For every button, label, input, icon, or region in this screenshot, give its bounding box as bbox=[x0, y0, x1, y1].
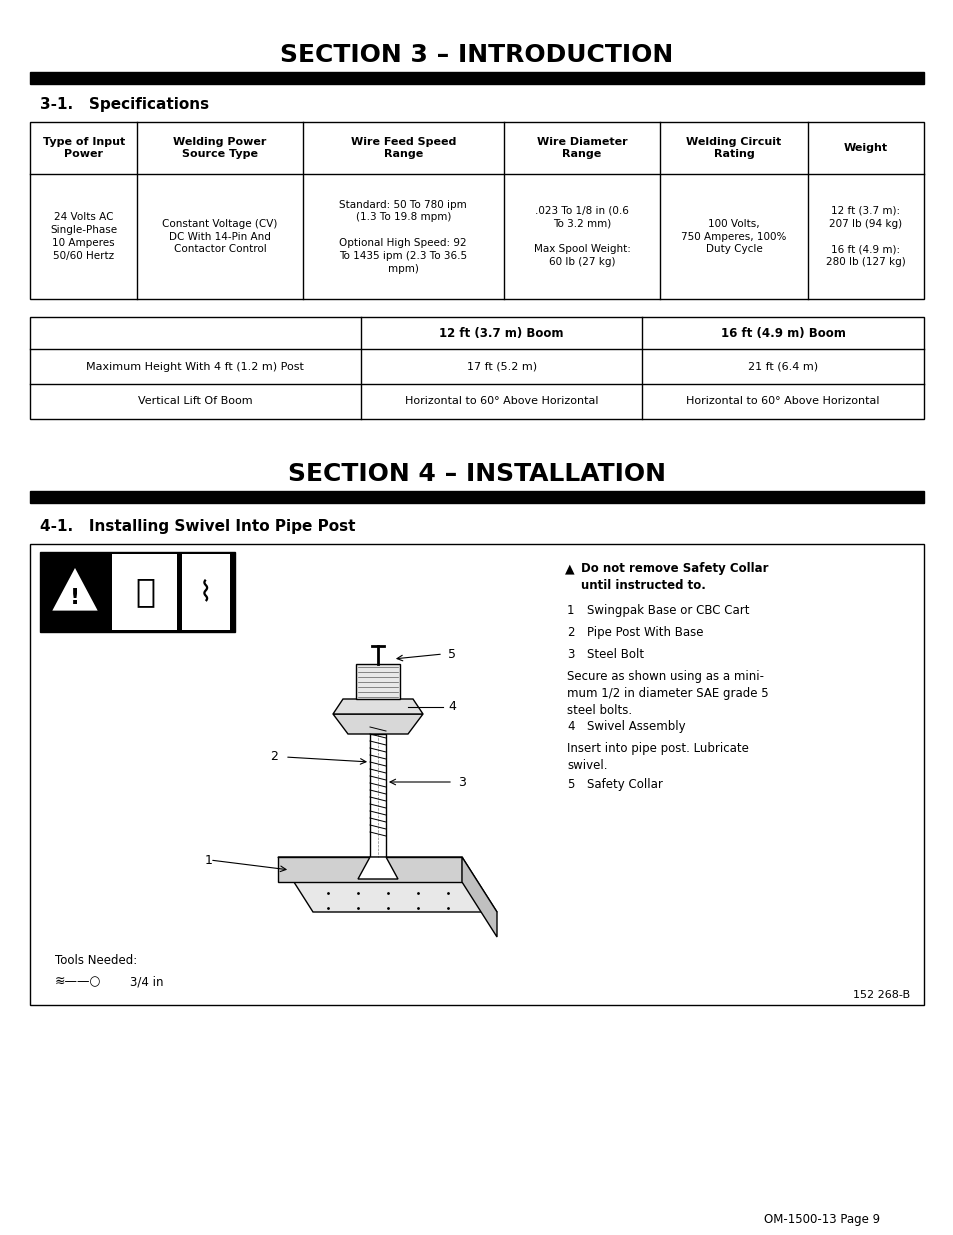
Text: Wire Feed Speed
Range: Wire Feed Speed Range bbox=[350, 137, 456, 159]
Text: Welding Power
Source Type: Welding Power Source Type bbox=[173, 137, 267, 159]
Text: 4-1.   Installing Swivel Into Pipe Post: 4-1. Installing Swivel Into Pipe Post bbox=[40, 519, 355, 534]
Text: 152 268-B: 152 268-B bbox=[852, 990, 909, 1000]
Text: 17 ft (5.2 m): 17 ft (5.2 m) bbox=[466, 362, 537, 372]
Text: ⌇: ⌇ bbox=[199, 578, 213, 606]
Text: Welding Circuit
Rating: Welding Circuit Rating bbox=[685, 137, 781, 159]
Polygon shape bbox=[333, 714, 422, 734]
Polygon shape bbox=[355, 664, 399, 699]
Text: ▲: ▲ bbox=[564, 562, 574, 576]
Text: 3: 3 bbox=[457, 776, 465, 788]
Text: Wire Diameter
Range: Wire Diameter Range bbox=[537, 137, 627, 159]
Text: Horizontal to 60° Above Horizontal: Horizontal to 60° Above Horizontal bbox=[686, 396, 879, 406]
Bar bbox=[30, 122, 923, 299]
Text: ⚹: ⚹ bbox=[135, 576, 154, 609]
Text: Tools Needed:: Tools Needed: bbox=[55, 953, 137, 967]
Text: 2: 2 bbox=[270, 751, 277, 763]
Bar bbox=[30, 543, 923, 1005]
Text: 21 ft (6.4 m): 21 ft (6.4 m) bbox=[747, 362, 818, 372]
Text: Standard: 50 To 780 ipm
(1.3 To 19.8 mpm)

Optional High Speed: 92
To 1435 ipm (: Standard: 50 To 780 ipm (1.3 To 19.8 mpm… bbox=[339, 200, 467, 273]
Bar bbox=[182, 555, 230, 630]
Text: 5: 5 bbox=[566, 778, 574, 790]
Text: 3-1.   Specifications: 3-1. Specifications bbox=[40, 98, 209, 112]
Text: Maximum Height With 4 ft (1.2 m) Post: Maximum Height With 4 ft (1.2 m) Post bbox=[87, 362, 304, 372]
Text: 4: 4 bbox=[566, 720, 574, 734]
Text: Insert into pipe post. Lubricate
swivel.: Insert into pipe post. Lubricate swivel. bbox=[566, 742, 748, 772]
Polygon shape bbox=[50, 564, 100, 613]
Text: SECTION 3 – INTRODUCTION: SECTION 3 – INTRODUCTION bbox=[280, 43, 673, 67]
Text: 100 Volts,
750 Amperes, 100%
Duty Cycle: 100 Volts, 750 Amperes, 100% Duty Cycle bbox=[680, 219, 786, 254]
Bar bbox=[30, 492, 923, 503]
Bar bbox=[112, 555, 177, 630]
Bar bbox=[30, 317, 923, 419]
Text: Vertical Lift Of Boom: Vertical Lift Of Boom bbox=[138, 396, 253, 406]
Text: 3/4 in: 3/4 in bbox=[130, 976, 163, 988]
Text: Constant Voltage (CV)
DC With 14-Pin And
Contactor Control: Constant Voltage (CV) DC With 14-Pin And… bbox=[162, 219, 277, 254]
Text: Swingpak Base or CBC Cart: Swingpak Base or CBC Cart bbox=[586, 604, 749, 618]
Text: 5: 5 bbox=[448, 647, 456, 661]
Polygon shape bbox=[277, 857, 497, 911]
Circle shape bbox=[373, 714, 382, 724]
Bar bbox=[30, 72, 923, 84]
Text: 12 ft (3.7 m) Boom: 12 ft (3.7 m) Boom bbox=[439, 326, 563, 340]
Text: 24 Volts AC
Single-Phase
10 Amperes
50/60 Hertz: 24 Volts AC Single-Phase 10 Amperes 50/6… bbox=[50, 212, 117, 261]
Text: 4: 4 bbox=[448, 700, 456, 714]
Polygon shape bbox=[357, 857, 397, 879]
Text: 1: 1 bbox=[205, 853, 213, 867]
Bar bbox=[370, 734, 386, 857]
Text: 3: 3 bbox=[566, 648, 574, 661]
Text: 1: 1 bbox=[566, 604, 574, 618]
Text: 16 ft (4.9 m) Boom: 16 ft (4.9 m) Boom bbox=[720, 326, 844, 340]
Text: Do not remove Safety Collar
until instructed to.: Do not remove Safety Collar until instru… bbox=[580, 562, 768, 592]
Polygon shape bbox=[277, 857, 461, 882]
Text: SECTION 4 – INSTALLATION: SECTION 4 – INSTALLATION bbox=[288, 462, 665, 487]
Text: Weight: Weight bbox=[843, 143, 887, 153]
Text: OM-1500-13 Page 9: OM-1500-13 Page 9 bbox=[763, 1214, 879, 1226]
Text: Steel Bolt: Steel Bolt bbox=[586, 648, 643, 661]
Text: Horizontal to 60° Above Horizontal: Horizontal to 60° Above Horizontal bbox=[404, 396, 598, 406]
Text: Secure as shown using as a mini-
mum 1/2 in diameter SAE grade 5
steel bolts.: Secure as shown using as a mini- mum 1/2… bbox=[566, 671, 768, 718]
Polygon shape bbox=[461, 857, 497, 937]
Text: Safety Collar: Safety Collar bbox=[586, 778, 662, 790]
Text: .023 To 1/8 in (0.6
To 3.2 mm)

Max Spool Weight:
60 lb (27 kg): .023 To 1/8 in (0.6 To 3.2 mm) Max Spool… bbox=[533, 206, 630, 267]
Text: Swivel Assembly: Swivel Assembly bbox=[586, 720, 685, 734]
Text: !: ! bbox=[70, 588, 80, 608]
Text: 2: 2 bbox=[566, 626, 574, 638]
Text: Pipe Post With Base: Pipe Post With Base bbox=[586, 626, 702, 638]
Bar bbox=[40, 552, 234, 632]
Text: ≋——○: ≋——○ bbox=[55, 976, 101, 988]
Text: Type of Input
Power: Type of Input Power bbox=[43, 137, 125, 159]
Text: 12 ft (3.7 m):
207 lb (94 kg)

16 ft (4.9 m):
280 lb (127 kg): 12 ft (3.7 m): 207 lb (94 kg) 16 ft (4.9… bbox=[825, 206, 904, 267]
Polygon shape bbox=[333, 699, 422, 714]
